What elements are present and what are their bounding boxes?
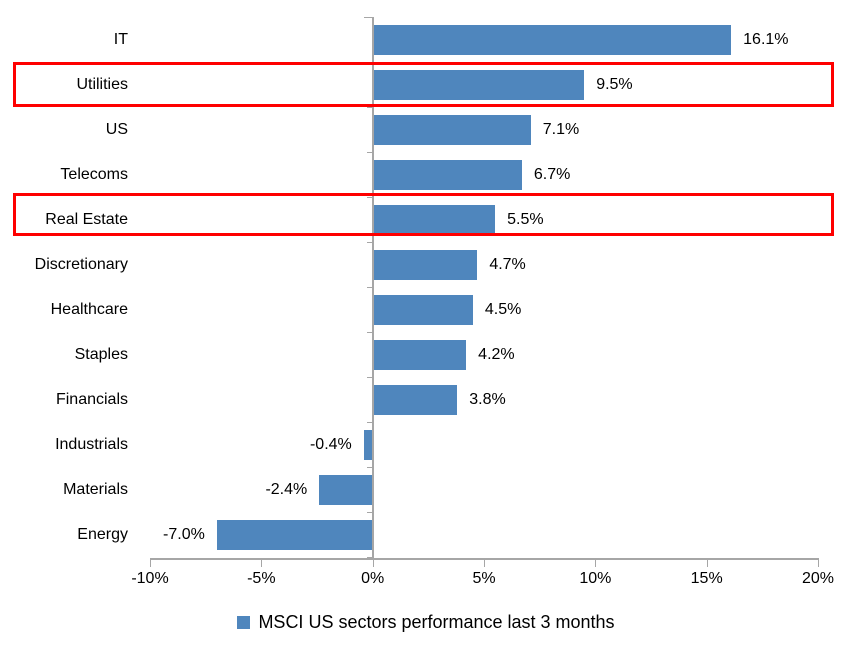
x-tick-label: 15% <box>690 570 723 587</box>
category-label: IT <box>113 31 128 48</box>
category-label: Discretionary <box>34 256 128 273</box>
value-label: 4.5% <box>484 301 522 318</box>
value-label: -2.4% <box>265 481 308 498</box>
category-label: Healthcare <box>50 301 128 318</box>
x-tick-label: -5% <box>247 570 276 587</box>
x-tick-label: 10% <box>579 570 612 587</box>
x-axis-tick <box>150 560 151 567</box>
category-axis-tick <box>366 467 372 468</box>
value-label: 5.5% <box>507 211 544 228</box>
category-axis-tick <box>366 422 372 423</box>
bar <box>372 69 585 100</box>
bar <box>319 474 373 505</box>
category-axis-tick <box>366 332 372 333</box>
x-tick-label: -10% <box>131 570 169 587</box>
category-label: Energy <box>77 526 128 543</box>
highlight-box <box>13 193 834 236</box>
bar <box>363 429 373 460</box>
legend-swatch-icon <box>237 615 251 629</box>
x-axis-tick <box>261 560 263 567</box>
value-label: 16.1% <box>743 31 789 48</box>
bar <box>372 159 522 190</box>
category-label: Real Estate <box>45 211 128 228</box>
x-axis-tick <box>818 560 819 567</box>
category-label: US <box>105 121 128 138</box>
x-axis-tick <box>484 560 485 567</box>
category-axis-tick <box>366 557 372 558</box>
value-label: 7.1% <box>542 121 580 138</box>
value-label: 9.5% <box>596 76 633 93</box>
x-axis-tick <box>706 560 708 567</box>
value-label: -0.4% <box>309 436 352 453</box>
bar <box>372 24 732 55</box>
x-tick-label: 0% <box>361 570 385 587</box>
x-axis-tick <box>372 560 374 567</box>
value-axis-line <box>371 17 374 558</box>
bar <box>372 249 478 280</box>
category-label: Utilities <box>76 76 128 93</box>
category-axis-tick <box>366 512 372 513</box>
category-label: Staples <box>74 346 128 363</box>
category-axis-tick <box>366 287 372 288</box>
value-label: 6.7% <box>533 166 571 183</box>
bar <box>372 384 458 415</box>
x-tick-label: 20% <box>801 570 835 587</box>
category-axis-tick <box>366 107 372 108</box>
category-label: Financials <box>55 391 128 408</box>
x-axis-line <box>150 558 819 560</box>
value-label: 4.7% <box>489 256 526 273</box>
bar <box>372 204 496 235</box>
legend-label: MSCI US sectors performance last 3 month… <box>258 612 615 632</box>
bar <box>372 339 467 370</box>
category-label: Materials <box>63 481 128 498</box>
category-axis-tick <box>366 197 372 198</box>
bar <box>372 294 473 325</box>
category-axis-tick <box>366 152 372 153</box>
value-label: 3.8% <box>469 391 506 408</box>
x-axis-tick <box>595 560 597 567</box>
category-label: Industrials <box>55 436 128 453</box>
value-label: 4.2% <box>478 346 515 363</box>
legend: MSCI US sectors performance last 3 month… <box>0 609 852 635</box>
category-axis-tick <box>363 17 372 18</box>
bar <box>216 519 373 550</box>
category-axis-tick <box>366 377 372 378</box>
bar <box>372 114 531 145</box>
x-tick-label: 5% <box>472 570 496 587</box>
category-axis-tick <box>366 242 372 243</box>
value-label: -7.0% <box>163 526 205 543</box>
highlight-box <box>13 62 834 107</box>
category-label: Telecoms <box>60 166 128 183</box>
